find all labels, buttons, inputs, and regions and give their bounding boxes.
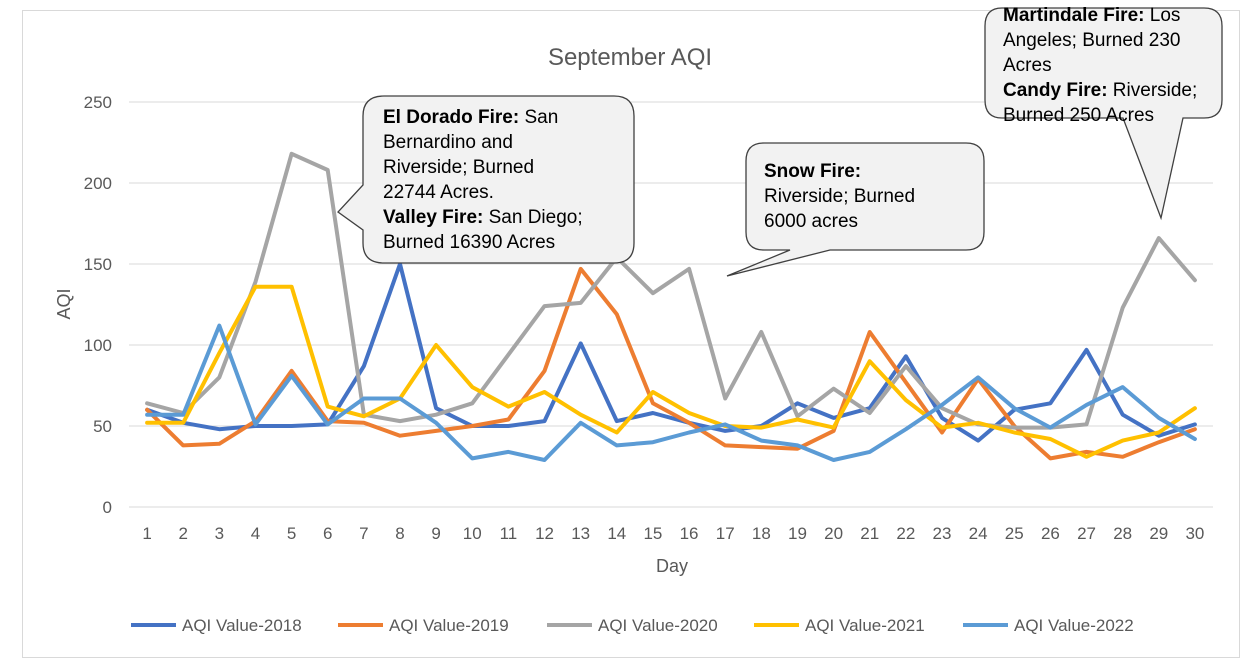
x-tick-label: 2 xyxy=(178,524,187,543)
callout-text: Riverside; Burned xyxy=(383,157,535,178)
callout-text: Los xyxy=(1144,5,1181,26)
x-tick-label: 17 xyxy=(716,524,735,543)
series-line-2019 xyxy=(145,266,1197,461)
legend-label: AQI Value-2022 xyxy=(1014,616,1134,635)
callout-line: Valley Fire: San Diego; xyxy=(383,205,583,230)
x-tick-label: 11 xyxy=(500,524,518,543)
x-tick-label: 25 xyxy=(1005,524,1024,543)
x-tick-label: 7 xyxy=(359,524,368,543)
legend-label: AQI Value-2018 xyxy=(182,616,302,635)
y-tick-label: 150 xyxy=(84,255,112,274)
callout-el-dorado-fire: El Dorado Fire: San Bernardino and Riversi… xyxy=(383,105,583,255)
legend-item: AQI Value-2019 xyxy=(338,616,509,635)
callout-line: Riverside; Burned xyxy=(383,155,583,180)
callout-fire-name: El Dorado Fire: xyxy=(383,107,520,128)
legend-label: AQI Value-2020 xyxy=(598,616,718,635)
callout-fire-name: Candy Fire: xyxy=(1003,80,1108,101)
x-tick-label: 3 xyxy=(215,524,224,543)
x-tick-label: 9 xyxy=(431,524,440,543)
series-line-2021 xyxy=(145,284,1197,459)
x-tick-label: 14 xyxy=(607,524,626,543)
x-tick-label: 21 xyxy=(860,524,879,543)
legend-item: AQI Value-2021 xyxy=(754,616,925,635)
x-tick-label: 13 xyxy=(571,524,590,543)
legend-label: AQI Value-2019 xyxy=(389,616,509,635)
callout-fire-name: Valley Fire: xyxy=(383,207,484,228)
callout-bubble-martindale xyxy=(984,7,1223,221)
callout-text: 22744 Acres. xyxy=(383,182,494,203)
x-tick-label: 20 xyxy=(824,524,843,543)
x-tick-label: 23 xyxy=(933,524,952,543)
x-tick-label: 22 xyxy=(896,524,915,543)
callout-text: 6000 acres xyxy=(764,211,859,232)
callout-text: San Diego; xyxy=(483,207,583,228)
callout-text: Riverside; xyxy=(1107,80,1198,101)
x-tick-label: 6 xyxy=(323,524,332,543)
callout-text: Riverside; Burned xyxy=(764,186,916,207)
y-tick-label: 100 xyxy=(84,336,112,355)
callout-fire-name: Martindale Fire: xyxy=(1003,5,1145,26)
callout-line: Burned 250 Acres xyxy=(1003,103,1197,128)
x-tick-label: 24 xyxy=(969,524,988,543)
x-tick-label: 16 xyxy=(680,524,699,543)
callout-text: Burned 250 Acres xyxy=(1003,105,1155,126)
callout-line: Martindale Fire: Los xyxy=(1003,3,1197,28)
callout-line: Burned 16390 Acres xyxy=(383,230,583,255)
callout-text: Acres xyxy=(1003,55,1052,76)
callout-line: Angeles; Burned 230 xyxy=(1003,28,1197,53)
x-tick-label: 15 xyxy=(643,524,662,543)
series-line-2022 xyxy=(145,323,1197,462)
y-axis-label: AQI xyxy=(54,288,74,319)
callout-snow-fire: Snow Fire: Riverside; Burned 6000 acres xyxy=(764,159,915,234)
callout-martindale-fire: Martindale Fire: Los Angeles; Burned 230 A… xyxy=(1003,3,1197,128)
x-tick-labels: 1 2 3 4 5 6 7 8 9 10 11 12 13 14 15 16 17 18 19 20 21 22 23 24 2… xyxy=(142,524,1204,543)
x-tick-label: 19 xyxy=(788,524,807,543)
callout-text: Angeles; Burned 230 xyxy=(1003,30,1181,51)
x-axis-label: Day xyxy=(656,556,688,576)
callout-text: San xyxy=(519,107,559,128)
series-line-2020 xyxy=(145,151,1197,430)
callout-line: Snow Fire: xyxy=(764,159,915,184)
x-tick-label: 30 xyxy=(1185,524,1204,543)
x-tick-label: 8 xyxy=(395,524,404,543)
callout-text: Bernardino and xyxy=(383,132,513,153)
callout-line: 22744 Acres. xyxy=(383,180,583,205)
x-tick-label: 10 xyxy=(463,524,482,543)
legend-label: AQI Value-2021 xyxy=(805,616,925,635)
callout-bubble-el-dorado xyxy=(337,95,635,264)
callout-shapes xyxy=(337,7,1223,277)
y-tick-label: 250 xyxy=(84,93,112,112)
callout-bubble-snow xyxy=(726,142,985,277)
callout-text: Burned 16390 Acres xyxy=(383,232,556,253)
callout-line: El Dorado Fire: San xyxy=(383,105,583,130)
x-tick-label: 12 xyxy=(535,524,554,543)
series-lines xyxy=(145,151,1197,462)
x-tick-label: 1 xyxy=(142,524,151,543)
legend-item: AQI Value-2018 xyxy=(131,616,302,635)
x-tick-label: 26 xyxy=(1041,524,1060,543)
chart-title: September AQI xyxy=(548,44,712,71)
series-line-2018 xyxy=(145,262,1197,443)
x-tick-label: 4 xyxy=(251,524,260,543)
legend-item: AQI Value-2022 xyxy=(963,616,1134,635)
callout-line: Bernardino and xyxy=(383,130,583,155)
y-tick-label: 50 xyxy=(93,417,112,436)
y-tick-label: 200 xyxy=(84,174,112,193)
callout-line: Acres xyxy=(1003,53,1197,78)
callout-fire-name: Snow Fire: xyxy=(764,161,862,182)
x-tick-label: 29 xyxy=(1149,524,1168,543)
x-tick-label: 5 xyxy=(287,524,296,543)
callout-line: Candy Fire: Riverside; xyxy=(1003,78,1197,103)
y-tick-labels: 0 50 100 150 200 250 xyxy=(84,93,112,517)
legend: AQI Value-2018 AQI Value-2019 AQI Value-20… xyxy=(131,616,1134,635)
x-tick-label: 28 xyxy=(1113,524,1132,543)
legend-item: AQI Value-2020 xyxy=(547,616,718,635)
gridlines xyxy=(129,101,1213,508)
x-tick-label: 18 xyxy=(752,524,771,543)
callout-line: 6000 acres xyxy=(764,209,915,234)
callout-line: Riverside; Burned xyxy=(764,184,915,209)
y-tick-label: 0 xyxy=(103,498,112,517)
x-tick-label: 27 xyxy=(1077,524,1096,543)
